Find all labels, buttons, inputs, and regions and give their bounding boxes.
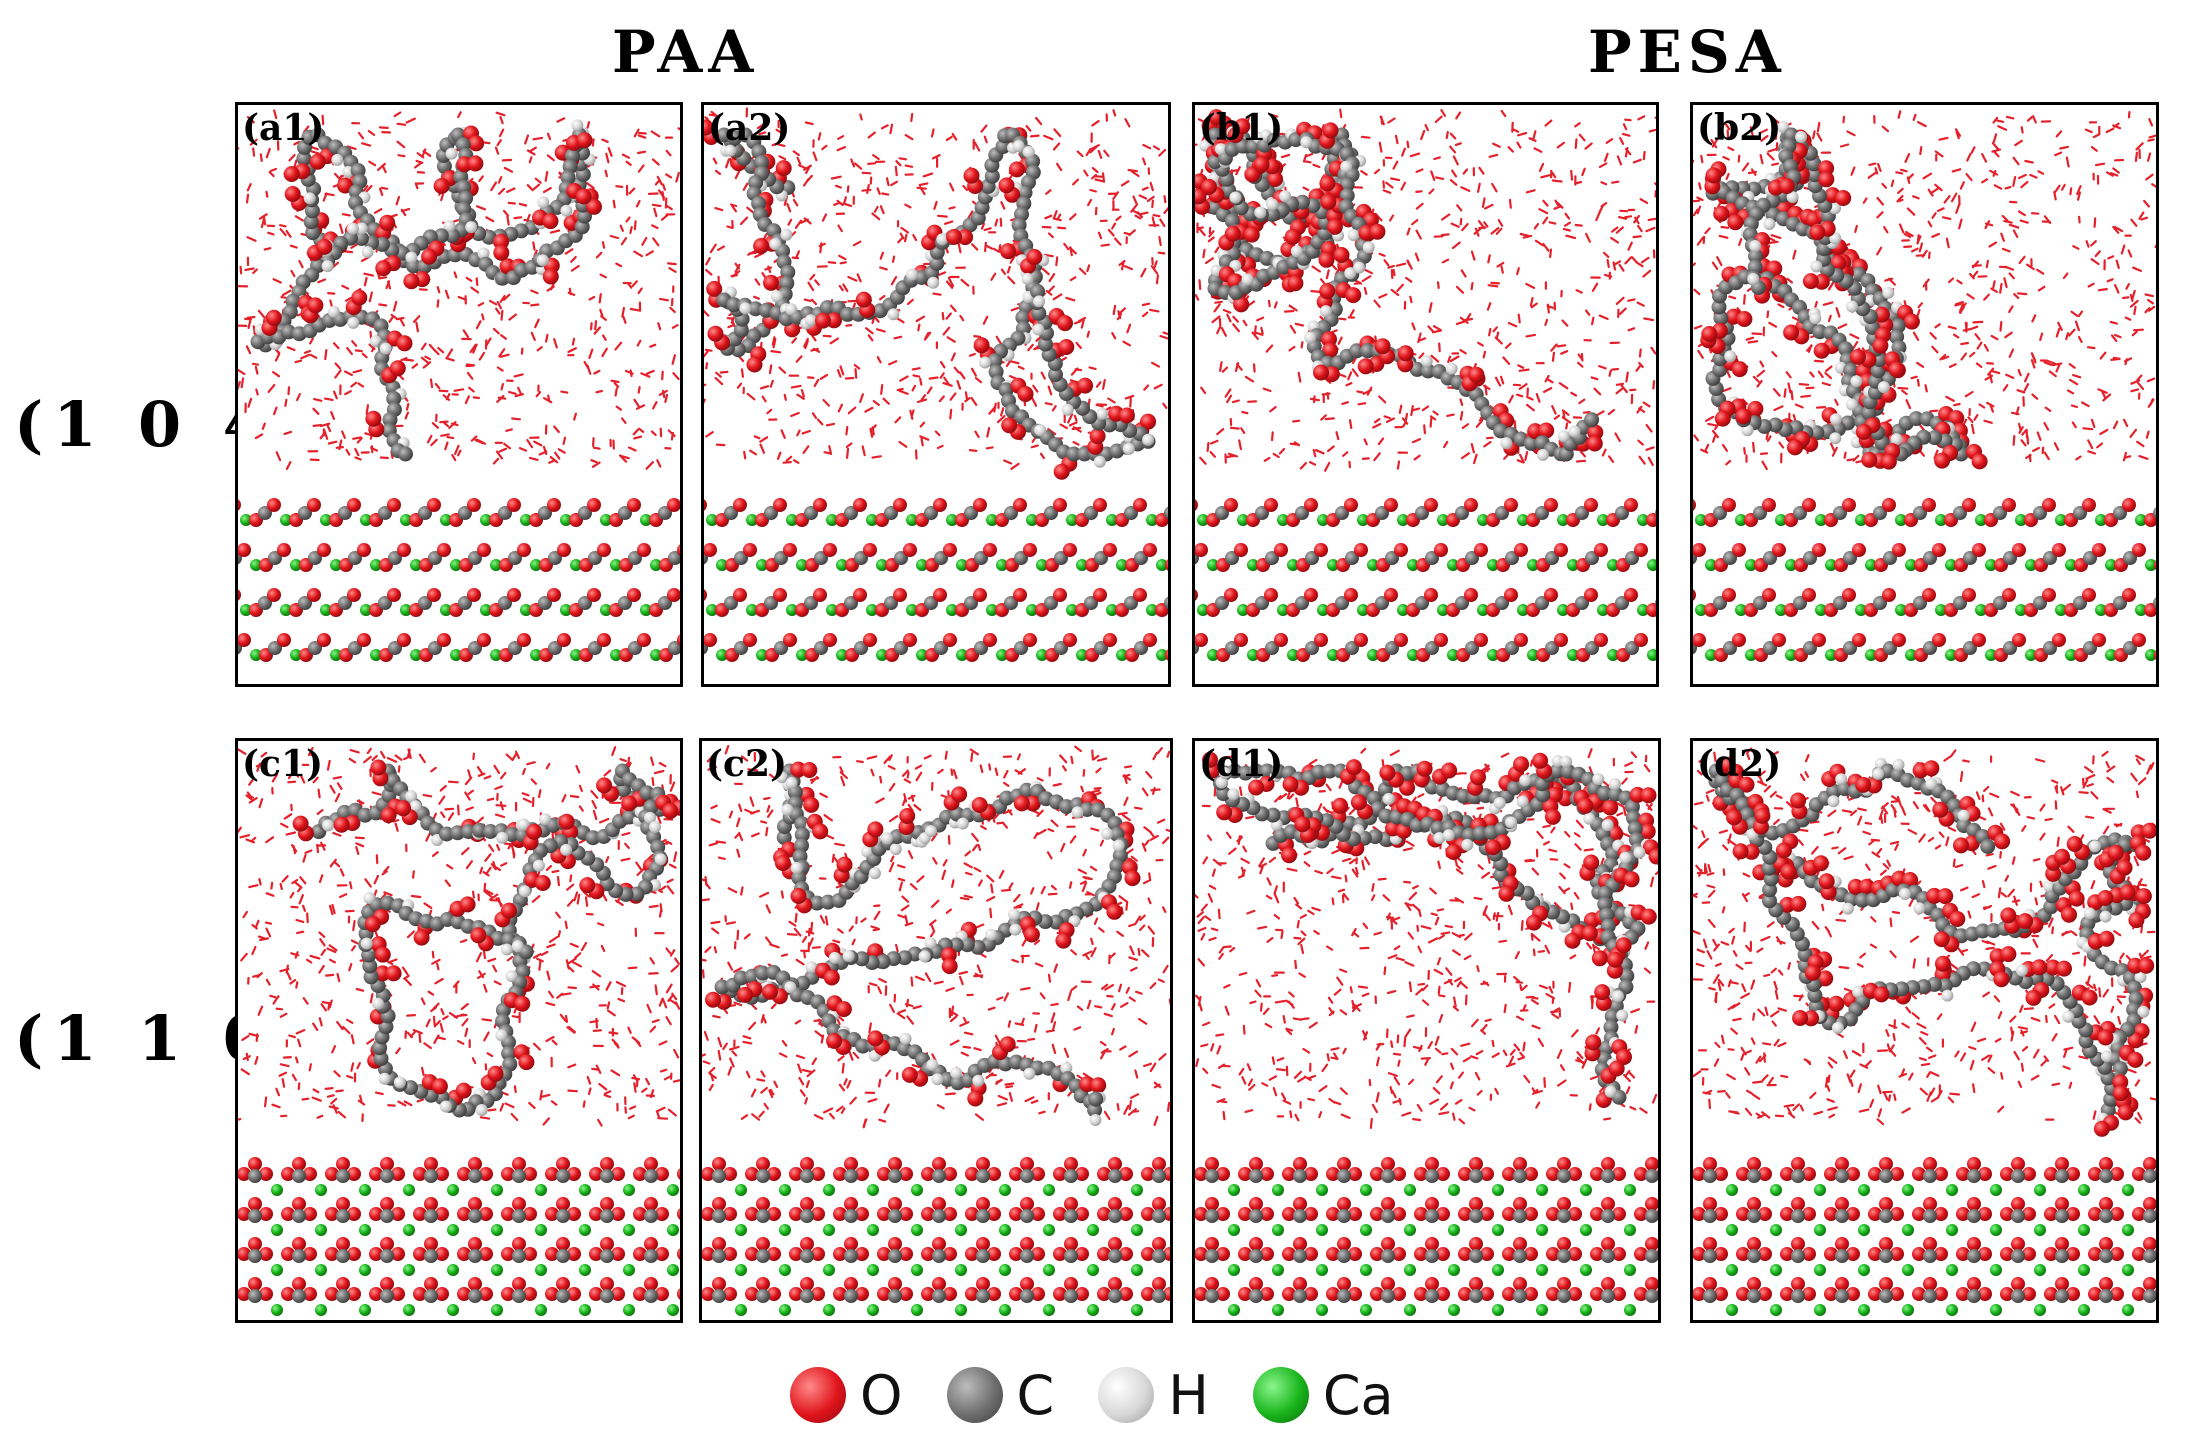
calcium-atom-icon [1252,1367,1309,1423]
snapshot-c2 [702,744,1170,1316]
polymer-chain [705,761,1141,1126]
legend-label: O [860,1363,903,1427]
snapshot-b2 [1693,110,2156,662]
legend-label: Ca [1322,1363,1394,1427]
calcite-surface [1693,498,2156,662]
snapshot-d2 [1693,747,2156,1316]
legend-label: H [1168,1363,1209,1427]
legend-label: C [1016,1363,1055,1427]
panel-b1: (b1) [1192,102,1659,687]
legend-item-calcium: Ca [1252,1363,1394,1427]
polymer-chain [1700,121,1988,470]
column-header-pesa: PESA [1588,18,1787,86]
snapshot-d1 [1195,747,1658,1316]
calcite-surface [702,1157,1170,1316]
atom-legend: O C H Ca [790,1360,1438,1430]
legend-item-carbon: C [946,1363,1055,1427]
water-layer [1693,110,2156,471]
panel-d1: (d1) [1192,738,1661,1323]
legend-item-oxygen: O [790,1364,903,1427]
panel-a2: (a2) [701,102,1171,687]
polymer-chain [1195,109,1604,462]
panel-b2: (b2) [1690,102,2159,687]
polymer-chain [292,759,680,1118]
calcite-surface [1693,1157,2156,1316]
snapshot-a2 [704,107,1168,662]
polymer-chain [1708,756,2156,1137]
panel-label: (b1) [1199,107,1284,149]
polymer-chain [1202,751,1658,1108]
calcite-surface [238,1157,680,1316]
hydrogen-atom-icon [1098,1367,1155,1423]
panel-label: (b2) [1697,107,1782,149]
calcite-surface [704,498,1168,662]
calcite-surface [1195,1157,1658,1316]
panel-a1: (a1) [235,102,683,687]
panel-label: (d1) [1199,743,1284,785]
snapshot-c1 [238,746,680,1316]
panel-c1: (c1) [235,738,683,1323]
oxygen-atom-icon [790,1367,846,1423]
calcite-surface [1195,498,1656,662]
polymer-chain [704,119,1157,480]
panel-c2: (c2) [699,738,1173,1323]
panel-d2: (d2) [1690,738,2159,1323]
panel-label: (d2) [1697,743,1782,785]
legend-item-hydrogen: H [1098,1364,1209,1427]
panel-label: (c1) [242,743,324,785]
carbon-atom-icon [946,1367,1003,1423]
polymer-chain [250,119,602,462]
snapshot-a1 [238,109,680,662]
calcite-surface [238,498,680,662]
panel-label: (a2) [708,107,791,149]
panel-label: (c2) [706,743,788,785]
water-layer [238,746,680,1127]
snapshot-b1 [1195,108,1656,662]
column-header-paa: PAA [612,18,760,86]
panel-label: (a1) [242,107,325,149]
